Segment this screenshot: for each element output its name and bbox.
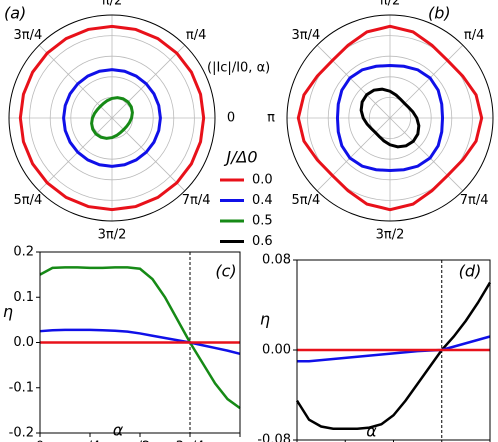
panel-label: (c) — [215, 262, 236, 281]
angle-tick-label: 3π/2 — [98, 228, 127, 243]
y-tick-label: 0.0 — [13, 335, 34, 350]
legend-label: 0.0 — [252, 173, 273, 188]
grid-line — [111, 44, 186, 119]
angle-tick-label: 5π/4 — [13, 193, 42, 208]
polar-curve — [359, 87, 421, 149]
line-series — [297, 335, 491, 363]
polar-curve — [335, 63, 445, 173]
angle-tick-label: 3π/2 — [376, 228, 405, 243]
angle-tick-label: 7π/4 — [182, 193, 211, 208]
plot-frame — [39, 251, 241, 434]
polar-frame — [286, 14, 494, 222]
line-series — [39, 266, 241, 410]
x-tick-label: 0 — [36, 440, 44, 442]
x-tick-label: 3π/4 — [176, 440, 205, 442]
angle-tick-label: π/2 — [380, 0, 400, 9]
line-series — [39, 328, 241, 356]
grid-line — [38, 117, 113, 192]
legend-label: 0.6 — [252, 234, 273, 249]
angle-tick-label: 3π/4 — [291, 28, 320, 43]
panel-label: (b) — [428, 4, 451, 23]
grid-line — [316, 117, 391, 192]
y-tick-label: -0.1 — [9, 380, 34, 395]
polar-curve — [90, 96, 134, 140]
polar-curve — [296, 24, 484, 212]
y-tick-label: -0.2 — [9, 426, 34, 441]
legend-label: 0.5 — [252, 214, 273, 229]
x-axis-label: α — [366, 422, 377, 441]
panel-label: (d) — [459, 262, 482, 281]
y-tick-label: 0.2 — [13, 245, 34, 260]
y-tick-label: -0.08 — [257, 433, 291, 442]
legend-title: J/Δ0 — [223, 148, 257, 167]
angle-tick-label: π/4 — [186, 28, 206, 43]
angle-tick-label: 5π/4 — [291, 193, 320, 208]
angle-tick-label: π/4 — [464, 28, 484, 43]
line-series — [295, 281, 492, 430]
polar-curve — [62, 68, 162, 168]
grid-line — [389, 44, 464, 119]
y-tick-label: 0.00 — [262, 343, 291, 358]
plot-frame — [296, 259, 491, 441]
angle-tick-label: 3π/4 — [13, 28, 42, 43]
polar-curve — [18, 24, 206, 212]
angle-tick-label: π/2 — [102, 0, 122, 9]
y-axis-label: η — [260, 310, 270, 329]
radial-axis-label: (|Ic|/I0, α) — [207, 61, 270, 76]
y-tick-label: 0.1 — [13, 290, 34, 305]
x-tick-label: π/2 — [130, 440, 150, 442]
legend-label: 0.4 — [252, 193, 273, 208]
x-axis-label: α — [113, 421, 124, 440]
angle-tick-label: 0 — [227, 111, 235, 126]
x-tick-label: π/4 — [80, 440, 100, 442]
angle-tick-label: 7π/4 — [460, 193, 489, 208]
polar-frame — [8, 14, 216, 222]
y-axis-label: η — [3, 302, 13, 321]
x-tick-label: π — [236, 440, 244, 442]
angle-tick-label: π — [267, 111, 275, 126]
y-tick-label: 0.08 — [262, 253, 291, 268]
grid-line — [389, 117, 464, 192]
panel-label: (a) — [4, 4, 26, 23]
grid-line — [316, 44, 391, 119]
